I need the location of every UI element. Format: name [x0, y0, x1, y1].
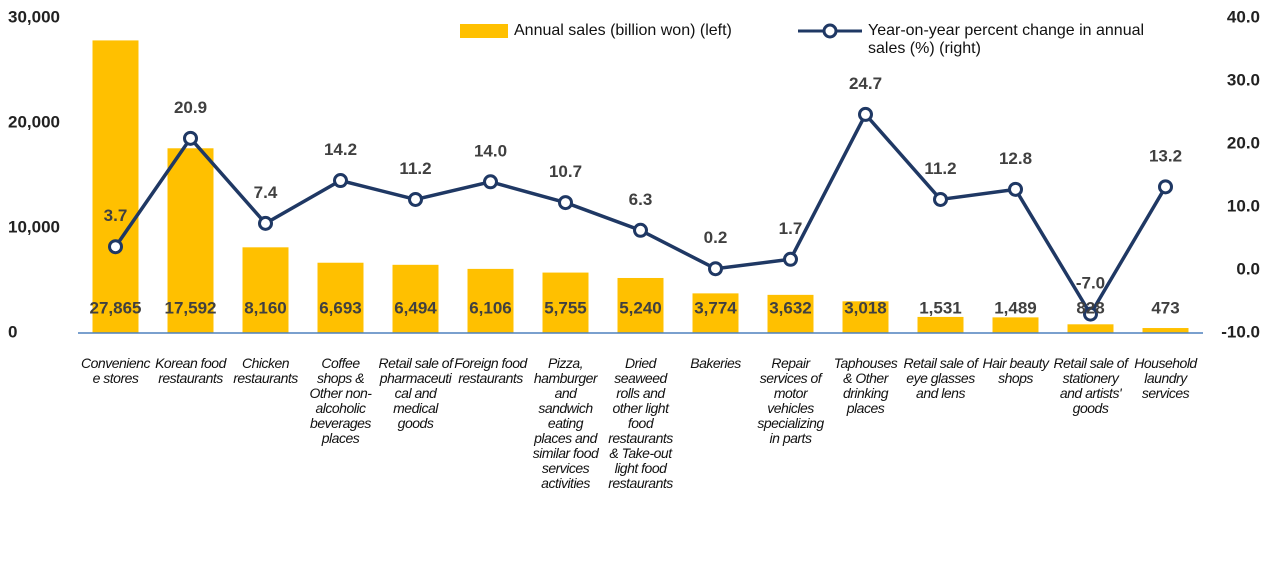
y-tick-label: 10,000: [8, 217, 60, 236]
bar: [542, 272, 589, 333]
x-tick-label: Coffee shops & Other non-alcoholic bever…: [309, 355, 372, 446]
line-marker: [483, 174, 498, 190]
data-label: 3,018: [844, 298, 887, 317]
y2-tick-label: 10.0: [1227, 196, 1260, 215]
bar: [92, 40, 139, 333]
data-label: 3.7: [104, 206, 128, 225]
data-label: 14.2: [324, 140, 357, 159]
legend-line-label: Year-on-year percent change in annual sa…: [868, 22, 1145, 57]
data-label: 473: [1151, 298, 1179, 317]
x-tick-label: Hair beauty shops: [982, 355, 1049, 386]
x-tick-label: Convenience stores: [81, 355, 150, 386]
bar: [242, 247, 289, 333]
x-tick-label: Bakeries: [690, 355, 741, 371]
y2-tick-label: 30.0: [1227, 70, 1260, 89]
data-label: 27,865: [90, 298, 142, 317]
data-label: 7.4: [254, 183, 278, 202]
line-marker: [1083, 306, 1098, 322]
line-marker: [333, 173, 348, 189]
bar: [992, 317, 1039, 333]
data-label: 17,592: [165, 298, 217, 317]
data-label: 10.7: [549, 162, 582, 181]
bar: [392, 264, 439, 333]
bar: [467, 268, 514, 333]
data-label: 1.7: [779, 219, 803, 238]
y-tick-label: 20,000: [8, 112, 60, 131]
line-marker: [783, 251, 798, 267]
legend-bar-swatch: [460, 24, 508, 38]
data-label: 0.2: [704, 228, 728, 247]
bar: [317, 262, 364, 333]
bar: [167, 148, 214, 333]
x-tick-label: Retail sale of eye glasses and lens: [903, 355, 978, 401]
data-label: 13.2: [1149, 146, 1182, 165]
data-label: 3,774: [694, 298, 737, 317]
line-marker: [558, 195, 573, 211]
line-marker: [183, 130, 198, 146]
y2-tick-label: -10.0: [1221, 322, 1260, 341]
data-label: 8,160: [244, 298, 287, 317]
y2-tick-label: 0.0: [1236, 259, 1260, 278]
data-label: 20.9: [174, 98, 207, 117]
y-tick-label: 0: [8, 322, 17, 341]
bar: [692, 293, 739, 333]
data-label: -7.0: [1076, 274, 1105, 293]
line-marker: [633, 222, 648, 238]
bar: [767, 294, 814, 333]
data-label: 828: [1076, 298, 1104, 317]
bar: [1067, 324, 1114, 333]
data-label: 6,494: [394, 298, 437, 317]
x-tick-label: Dried seaweed rolls and other light food…: [608, 355, 673, 491]
data-label: 11.2: [399, 159, 431, 178]
data-label: 1,489: [994, 298, 1037, 317]
bar: [1142, 328, 1189, 333]
bar: [842, 301, 889, 333]
line-marker: [708, 261, 723, 277]
bar: [617, 277, 664, 333]
y2-tick-label: 40.0: [1227, 7, 1260, 26]
y-tick-label: 30,000: [8, 7, 60, 26]
data-label: 12.8: [999, 149, 1032, 168]
x-tick-label: Household laundry services: [1134, 355, 1197, 401]
line-marker: [1158, 179, 1173, 195]
x-tick-label: Taphouses & Other drinking places: [833, 355, 898, 416]
legend-bar-label: Annual sales (billion won) (left): [514, 22, 732, 39]
data-label: 5,755: [544, 298, 587, 317]
data-label: 3,632: [769, 298, 812, 317]
data-label: 1,531: [919, 298, 962, 317]
data-label: 14.0: [474, 141, 507, 160]
data-label: 6.3: [629, 190, 653, 209]
x-tick-label: Korean food restaurants: [155, 355, 226, 386]
y2-tick-label: 20.0: [1227, 133, 1260, 152]
x-tick-label: Foreign food restaurants: [454, 355, 527, 386]
line-marker: [1008, 181, 1023, 197]
data-label: 6,693: [319, 298, 362, 317]
x-tick-label: Retail sale of pharmaceutical and medica…: [378, 355, 453, 431]
x-tick-label: Pizza, hamburger and sandwich eating pla…: [532, 355, 599, 491]
x-tick-label: Chicken restaurants: [233, 355, 298, 386]
line-marker: [933, 191, 948, 207]
data-label: 6,106: [469, 298, 512, 317]
data-label: 5,240: [619, 298, 662, 317]
data-label: 24.7: [849, 74, 882, 93]
line-marker: [108, 239, 123, 255]
x-tick-label: Retail sale of stationery and artists' g…: [1053, 355, 1128, 416]
line-marker: [258, 215, 273, 231]
bar: [917, 316, 964, 333]
x-tick-label: Repair services of motor vehicles specia…: [757, 355, 824, 446]
line-marker: [408, 191, 423, 207]
line-marker: [858, 106, 873, 122]
legend-line-marker: [822, 23, 838, 39]
data-label: 11.2: [924, 159, 956, 178]
